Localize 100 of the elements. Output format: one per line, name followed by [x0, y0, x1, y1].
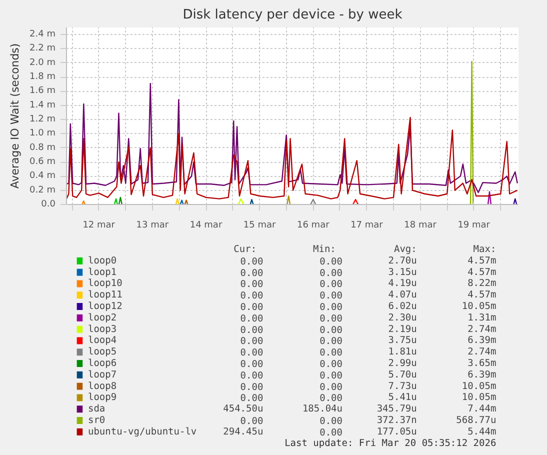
text: 2.74m	[468, 324, 496, 335]
x-tick-label: 15 mar	[243, 220, 276, 230]
text: 0.00	[320, 393, 343, 404]
y-tick-label: 1.0 m	[30, 128, 56, 139]
text: 0.00	[240, 348, 264, 359]
x-tick-label: 13 mar	[136, 220, 169, 230]
text: 10.05m	[462, 380, 496, 392]
y-tick-label: 0.8 m	[30, 142, 56, 153]
text: 10.05m	[462, 392, 496, 404]
y-tick-label: 0.0	[41, 200, 56, 210]
y-tick-label: 2.2 m	[30, 44, 56, 54]
text: 4.07u	[388, 290, 417, 301]
legend-label: ubuntu-vg/ubuntu-lv	[88, 426, 197, 438]
text: 0.00	[320, 313, 343, 324]
x-tick-label: 18 mar	[404, 220, 437, 230]
text: 3.15u	[388, 266, 417, 278]
text: 3.75u	[388, 335, 417, 346]
text: 372.37n	[376, 415, 417, 426]
text: Cur:	[234, 244, 257, 255]
text: 0.00	[240, 370, 264, 382]
text: 0.00	[320, 256, 343, 268]
text: 2.99u	[388, 358, 417, 369]
text: 0.00	[240, 256, 264, 268]
text: 4.19u	[388, 278, 417, 290]
text: 0.00	[240, 324, 264, 336]
y-tick-label: 1.4 m	[30, 100, 56, 110]
text: 2.19u	[388, 324, 417, 335]
text: 345.79u	[376, 404, 417, 415]
line-series	[66, 116, 518, 200]
text: 1.31m	[468, 312, 496, 324]
legend-label: loop8	[88, 380, 117, 392]
legend-label: loop10	[88, 278, 123, 290]
text: 0.00	[240, 416, 264, 427]
legend-label: loop2	[88, 312, 117, 324]
x-tick-label: 17 mar	[350, 220, 384, 230]
text: 0.00	[240, 302, 264, 313]
x-tick-label: 12 mar	[82, 220, 116, 230]
text: 0.00	[240, 393, 264, 404]
text: 3.65m	[468, 358, 496, 369]
y-tick-label: 2.0 m	[30, 58, 56, 68]
legend-label: loop12	[88, 301, 122, 312]
y-tick-label: 0.2 m	[30, 185, 56, 196]
text: 0.00	[320, 268, 343, 279]
y-axis-title: Average IO Wait (seconds)	[8, 43, 22, 189]
text: 4.57m	[468, 266, 496, 278]
text: 7.44m	[468, 404, 496, 415]
text: 6.39m	[468, 369, 496, 380]
text: 185.04u	[302, 404, 343, 415]
text: 7.73u	[388, 380, 417, 392]
text: 177.05u	[376, 426, 417, 438]
text: Max:	[473, 244, 496, 255]
text: 568.77u	[456, 415, 496, 426]
y-tick-label: 0.6 m	[30, 157, 56, 168]
text: 0.00	[320, 279, 343, 290]
text: 0.00	[240, 336, 264, 348]
legend-label: loop3	[88, 324, 117, 335]
text: 0.00	[320, 427, 343, 438]
x-tick-label: 16 mar	[297, 220, 330, 230]
text: 6.02u	[388, 301, 417, 312]
text: 0.00	[240, 290, 264, 302]
legend-label: loop7	[88, 369, 117, 380]
text: 294.45u	[223, 426, 264, 438]
text: 0.00	[320, 382, 343, 393]
y-tick-label: 1.2 m	[30, 114, 56, 125]
text: 454.50u	[223, 404, 264, 415]
text: Avg:	[394, 244, 417, 255]
text: 0.00	[320, 290, 343, 302]
x-tick-label: 14 mar	[190, 220, 222, 230]
text: 10.05m	[462, 301, 496, 312]
text: 5.44m	[468, 426, 496, 438]
line-series	[66, 82, 518, 194]
text: 0.00	[320, 302, 343, 313]
text: 2.74m	[468, 346, 496, 358]
legend-label: loop6	[88, 358, 117, 369]
text: 4.57m	[468, 255, 496, 266]
text: 0.00	[320, 370, 343, 382]
legend-label: loop0	[88, 255, 117, 266]
text: 0.00	[240, 359, 264, 370]
legend-label: loop5	[88, 346, 117, 358]
y-tick-label: 1.6 m	[30, 86, 56, 96]
text: 4.57m	[468, 290, 496, 301]
text: 2.70u	[388, 255, 417, 266]
text: Min:	[313, 244, 336, 255]
text: 0.00	[320, 416, 343, 427]
y-tick-label: 1.8 m	[30, 72, 56, 82]
legend-label: loop4	[88, 335, 117, 346]
text: 0.00	[320, 336, 343, 348]
text: 0.00	[320, 359, 343, 370]
y-tick-label: 2.4 m	[30, 30, 56, 40]
text: 0.00	[320, 348, 343, 359]
text: 0.00	[240, 382, 264, 393]
text: 8.22m	[468, 278, 496, 290]
text: 5.70u	[388, 369, 417, 380]
text: 0.00	[320, 324, 343, 336]
text: Last update: Fri Mar 20 05:35:12 2026	[284, 438, 496, 449]
legend-label: loop9	[88, 392, 117, 404]
text: 0.00	[240, 313, 264, 324]
text: 0.00	[240, 279, 264, 290]
legend-label: loop1	[88, 266, 117, 278]
text: 0.00	[240, 268, 264, 279]
